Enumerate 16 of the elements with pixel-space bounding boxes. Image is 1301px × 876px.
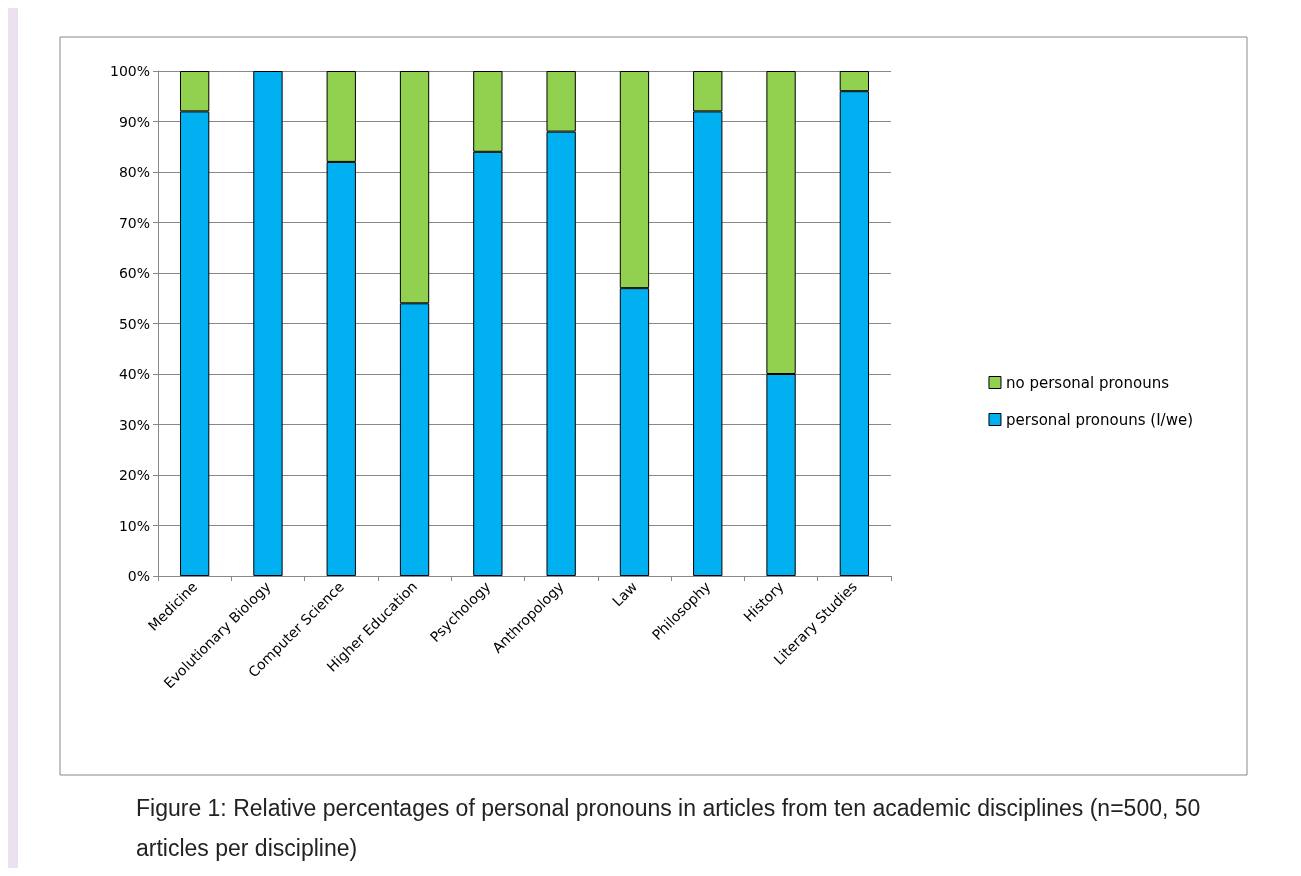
y-tick-label: 30% bbox=[118, 416, 150, 433]
y-tick-label: 50% bbox=[118, 315, 150, 332]
y-tick-label: 10% bbox=[118, 517, 150, 534]
y-tick-label: 0% bbox=[127, 568, 150, 584]
legend-label: personal pronouns (I/we) bbox=[1005, 410, 1194, 429]
y-tick-label: 100% bbox=[109, 63, 150, 79]
y-tick-label: 40% bbox=[118, 366, 150, 382]
y-tick-label: 20% bbox=[118, 467, 150, 483]
caption: Figure 1: Relative percentages of personal pronouns in articles from ten academic disciplines (n=500, 50 articles per discipline) bbox=[136, 795, 1207, 861]
x-tick-label: Law bbox=[609, 578, 641, 610]
y-tick-label: 60% bbox=[118, 265, 150, 281]
y-tick-label: 70% bbox=[118, 214, 150, 231]
bar bbox=[253, 71, 283, 576]
y-tick-label: 80% bbox=[118, 164, 150, 180]
y-tick-label: 90% bbox=[118, 113, 150, 130]
legend-label: no personal pronouns bbox=[1005, 373, 1170, 392]
